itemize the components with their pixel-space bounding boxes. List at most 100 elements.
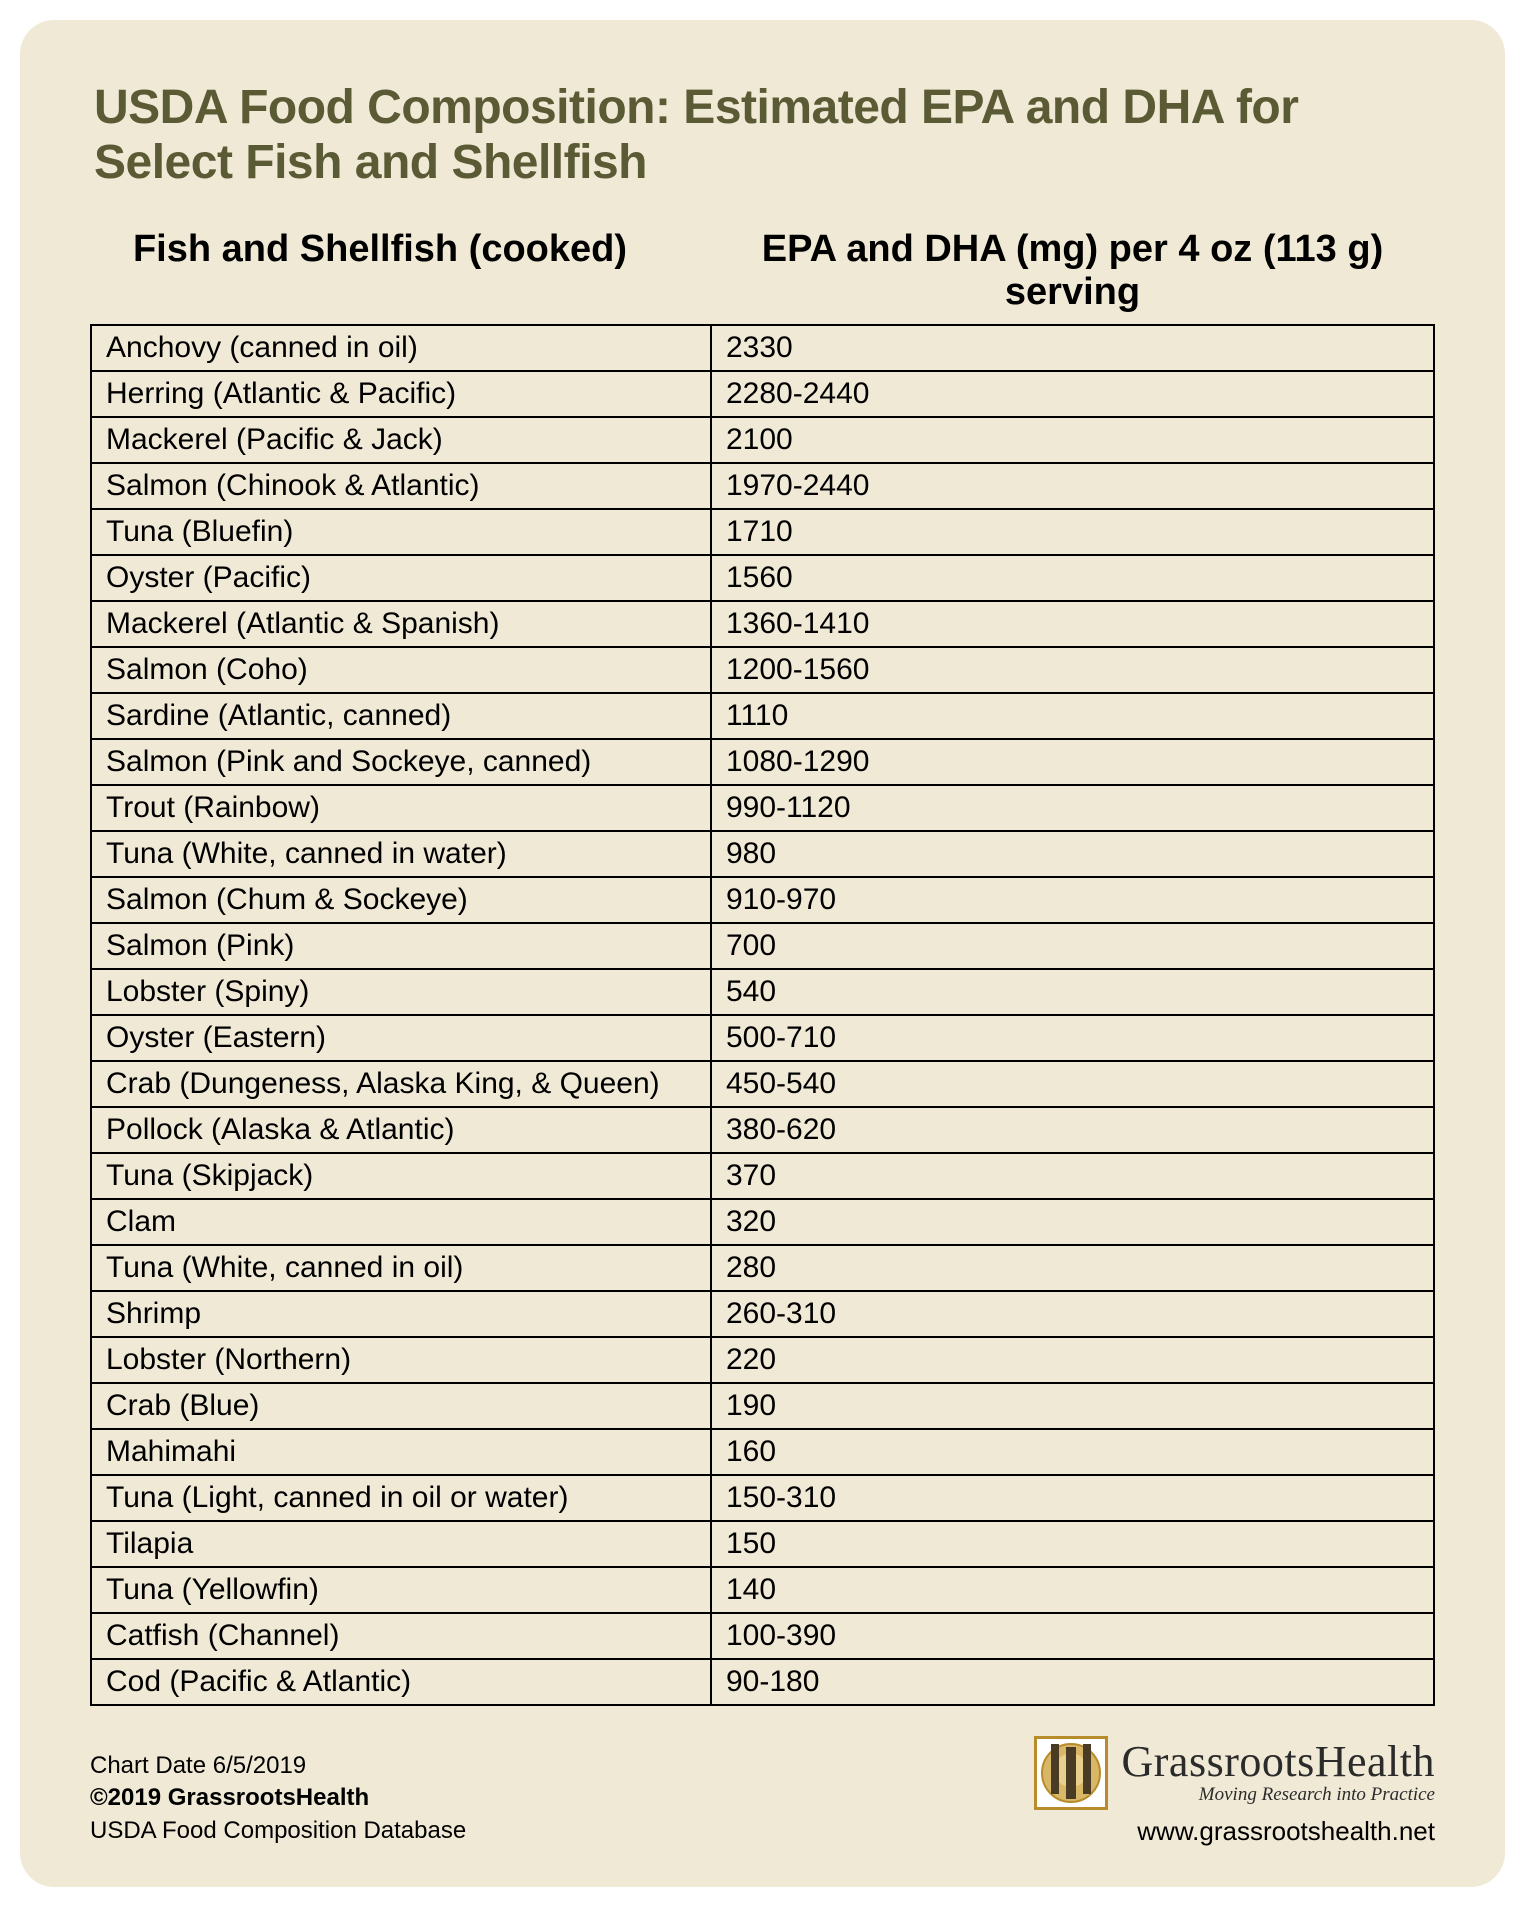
fish-name-cell: Tuna (Yellowfin): [91, 1567, 711, 1613]
fish-name-cell: Tilapia: [91, 1521, 711, 1567]
epa-dha-value-cell: 450-540: [711, 1061, 1434, 1107]
fish-name-cell: Mackerel (Atlantic & Spanish): [91, 601, 711, 647]
epa-dha-value-cell: 1710: [711, 509, 1434, 555]
fish-name-cell: Trout (Rainbow): [91, 785, 711, 831]
table-row: Tuna (White, canned in oil)280: [91, 1245, 1434, 1291]
fish-name-cell: Cod (Pacific & Atlantic): [91, 1659, 711, 1705]
table-row: Tuna (White, canned in water)980: [91, 831, 1434, 877]
epa-dha-value-cell: 160: [711, 1429, 1434, 1475]
table-row: Trout (Rainbow)990-1120: [91, 785, 1434, 831]
vitruvian-logo-icon: [1034, 1736, 1108, 1810]
epa-dha-value-cell: 990-1120: [711, 785, 1434, 831]
fish-name-cell: Crab (Blue): [91, 1383, 711, 1429]
table-row: Mahimahi160: [91, 1429, 1434, 1475]
table-row: Tuna (Bluefin)1710: [91, 509, 1434, 555]
table-row: Sardine (Atlantic, canned)1110: [91, 693, 1434, 739]
table-row: Lobster (Northern)220: [91, 1337, 1434, 1383]
epa-dha-value-cell: 190: [711, 1383, 1434, 1429]
table-row: Salmon (Chinook & Atlantic)1970-2440: [91, 463, 1434, 509]
chart-date: Chart Date 6/5/2019: [90, 1750, 466, 1782]
epa-dha-value-cell: 140: [711, 1567, 1434, 1613]
table-row: Salmon (Pink and Sockeye, canned)1080-12…: [91, 739, 1434, 785]
brand-url: www.grassrootshealth.net: [1034, 1816, 1436, 1847]
fish-name-cell: Herring (Atlantic & Pacific): [91, 371, 711, 417]
fish-name-cell: Salmon (Pink and Sockeye, canned): [91, 739, 711, 785]
epa-dha-value-cell: 1560: [711, 555, 1434, 601]
epa-dha-value-cell: 100-390: [711, 1613, 1434, 1659]
col-header-value: EPA and DHA (mg) per 4 oz (113 g) servin…: [710, 228, 1435, 314]
info-card: USDA Food Composition: Estimated EPA and…: [20, 20, 1505, 1887]
fish-name-cell: Lobster (Spiny): [91, 969, 711, 1015]
epa-dha-value-cell: 1970-2440: [711, 463, 1434, 509]
table-row: Mackerel (Pacific & Jack)2100: [91, 417, 1434, 463]
fish-name-cell: Tuna (Skipjack): [91, 1153, 711, 1199]
fish-name-cell: Lobster (Northern): [91, 1337, 711, 1383]
fish-name-cell: Mackerel (Pacific & Jack): [91, 417, 711, 463]
table-row: Crab (Blue)190: [91, 1383, 1434, 1429]
footer-brand: GrassrootsHealth Moving Research into Pr…: [1034, 1736, 1436, 1847]
fish-name-cell: Salmon (Coho): [91, 647, 711, 693]
copyright: ©2019 GrassrootsHealth: [90, 1782, 466, 1814]
fish-name-cell: Crab (Dungeness, Alaska King, & Queen): [91, 1061, 711, 1107]
epa-dha-value-cell: 220: [711, 1337, 1434, 1383]
table-row: Tuna (Light, canned in oil or water)150-…: [91, 1475, 1434, 1521]
epa-dha-value-cell: 700: [711, 923, 1434, 969]
table-row: Clam320: [91, 1199, 1434, 1245]
table-row: Salmon (Coho)1200-1560: [91, 647, 1434, 693]
epa-dha-value-cell: 150: [711, 1521, 1434, 1567]
epa-dha-value-cell: 1080-1290: [711, 739, 1434, 785]
table-row: Tuna (Skipjack)370: [91, 1153, 1434, 1199]
composition-table: Anchovy (canned in oil)2330Herring (Atla…: [90, 324, 1435, 1706]
table-row: Pollock (Alaska & Atlantic)380-620: [91, 1107, 1434, 1153]
fish-name-cell: Salmon (Pink): [91, 923, 711, 969]
epa-dha-value-cell: 2280-2440: [711, 371, 1434, 417]
brand-tagline: Moving Research into Practice: [1122, 1784, 1436, 1806]
data-source: USDA Food Composition Database: [90, 1815, 466, 1847]
table-row: Crab (Dungeness, Alaska King, & Queen)45…: [91, 1061, 1434, 1107]
epa-dha-value-cell: 280: [711, 1245, 1434, 1291]
fish-name-cell: Tuna (White, canned in water): [91, 831, 711, 877]
col-header-fish: Fish and Shellfish (cooked): [90, 228, 710, 314]
epa-dha-value-cell: 980: [711, 831, 1434, 877]
table-row: Tuna (Yellowfin)140: [91, 1567, 1434, 1613]
table-row: Lobster (Spiny)540: [91, 969, 1434, 1015]
table-row: Catfish (Channel)100-390: [91, 1613, 1434, 1659]
fish-name-cell: Shrimp: [91, 1291, 711, 1337]
epa-dha-value-cell: 150-310: [711, 1475, 1434, 1521]
fish-name-cell: Mahimahi: [91, 1429, 711, 1475]
brand-name: GrassrootsHealth: [1122, 1740, 1436, 1784]
epa-dha-value-cell: 1200-1560: [711, 647, 1434, 693]
footer-meta: Chart Date 6/5/2019 ©2019 GrassrootsHeal…: [90, 1750, 466, 1847]
epa-dha-value-cell: 90-180: [711, 1659, 1434, 1705]
table-row: Oyster (Pacific)1560: [91, 555, 1434, 601]
epa-dha-value-cell: 500-710: [711, 1015, 1434, 1061]
brand: GrassrootsHealth Moving Research into Pr…: [1034, 1736, 1436, 1810]
fish-name-cell: Tuna (White, canned in oil): [91, 1245, 711, 1291]
table-row: Tilapia150: [91, 1521, 1434, 1567]
footer: Chart Date 6/5/2019 ©2019 GrassrootsHeal…: [90, 1736, 1435, 1847]
epa-dha-value-cell: 320: [711, 1199, 1434, 1245]
table-row: Anchovy (canned in oil)2330: [91, 325, 1434, 371]
fish-name-cell: Tuna (Light, canned in oil or water): [91, 1475, 711, 1521]
epa-dha-value-cell: 380-620: [711, 1107, 1434, 1153]
fish-name-cell: Catfish (Channel): [91, 1613, 711, 1659]
fish-name-cell: Sardine (Atlantic, canned): [91, 693, 711, 739]
brand-text: GrassrootsHealth Moving Research into Pr…: [1122, 1740, 1436, 1806]
epa-dha-value-cell: 2100: [711, 417, 1434, 463]
fish-name-cell: Oyster (Pacific): [91, 555, 711, 601]
table-row: Salmon (Chum & Sockeye)910-970: [91, 877, 1434, 923]
table-row: Salmon (Pink)700: [91, 923, 1434, 969]
table-row: Herring (Atlantic & Pacific)2280-2440: [91, 371, 1434, 417]
fish-name-cell: Salmon (Chinook & Atlantic): [91, 463, 711, 509]
epa-dha-value-cell: 2330: [711, 325, 1434, 371]
fish-name-cell: Tuna (Bluefin): [91, 509, 711, 555]
fish-name-cell: Salmon (Chum & Sockeye): [91, 877, 711, 923]
column-headers: Fish and Shellfish (cooked) EPA and DHA …: [90, 228, 1435, 314]
table-row: Cod (Pacific & Atlantic)90-180: [91, 1659, 1434, 1705]
epa-dha-value-cell: 1360-1410: [711, 601, 1434, 647]
fish-name-cell: Oyster (Eastern): [91, 1015, 711, 1061]
fish-name-cell: Anchovy (canned in oil): [91, 325, 711, 371]
epa-dha-value-cell: 910-970: [711, 877, 1434, 923]
epa-dha-value-cell: 260-310: [711, 1291, 1434, 1337]
table-row: Shrimp260-310: [91, 1291, 1434, 1337]
